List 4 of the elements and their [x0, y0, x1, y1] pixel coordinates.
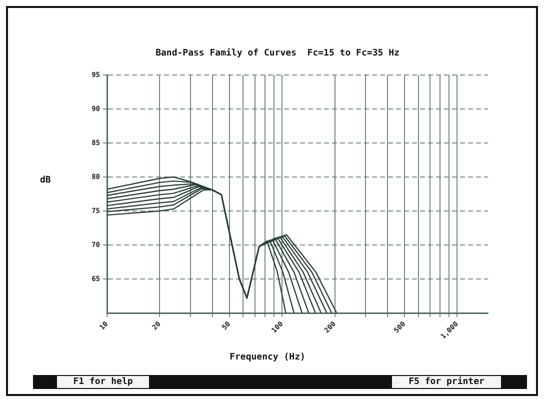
y-axis-title: dB — [40, 175, 52, 186]
chart-title: Band-Pass Family of Curves Fc=15 to Fc=35 Hz — [156, 47, 400, 58]
x-axis-title: Frequency (Hz) — [230, 352, 306, 362]
function-key-bar: F1 for help F5 for printer — [33, 375, 527, 389]
